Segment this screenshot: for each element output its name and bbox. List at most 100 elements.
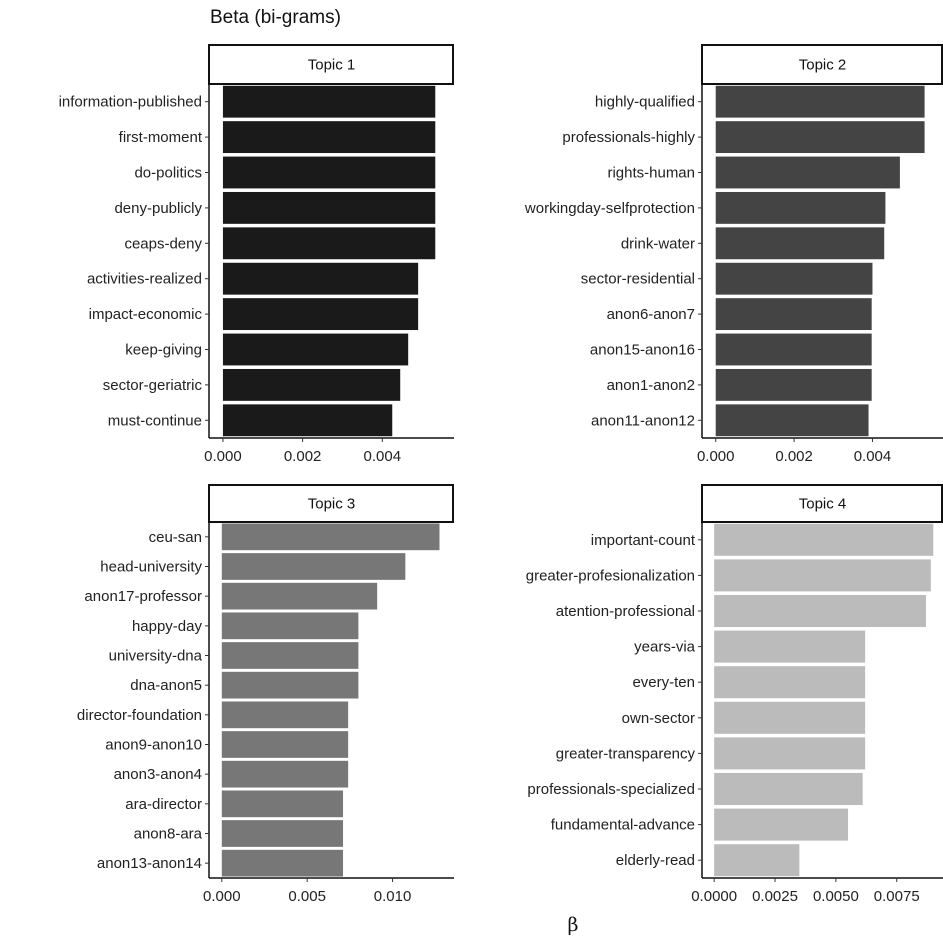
category-label: ara-director [125, 796, 202, 813]
bar [714, 594, 926, 628]
category-label: head-university [100, 559, 202, 576]
bar [222, 333, 409, 366]
category-label: anon8-ara [134, 826, 203, 843]
x-tick-label: 0.000 [204, 448, 242, 465]
category-label: professionals-highly [562, 129, 695, 146]
bar [222, 121, 436, 154]
category-label: drink-water [621, 235, 695, 252]
bar [714, 737, 866, 770]
x-tick-label: 0.0025 [752, 888, 798, 905]
x-tick-label: 0.004 [364, 448, 402, 465]
bar [221, 790, 344, 818]
bar [221, 523, 440, 551]
category-label: anon3-anon4 [114, 766, 202, 783]
panel-topic-2: Topic 2 highly-qualified professionals-hig… [524, 44, 943, 465]
category-label: must-continue [108, 412, 202, 429]
bar [221, 760, 349, 788]
category-label: director-foundation [77, 707, 202, 724]
bar [222, 156, 436, 189]
category-label: anon9-anon10 [105, 737, 202, 754]
category-label: every-ten [632, 674, 695, 691]
category-label: greater-profesionalization [526, 567, 695, 584]
category-label: anon11-anon12 [591, 412, 695, 429]
x-tick-label: 0.002 [284, 448, 322, 465]
bar [221, 642, 359, 669]
category-label: elderly-read [616, 852, 695, 869]
x-tick-label: 0.002 [775, 448, 813, 465]
category-label: information-published [59, 94, 202, 111]
strip-topic-3 [208, 484, 454, 523]
category-label: workingday-selfprotection [524, 200, 695, 217]
x-axis-title: β [568, 914, 579, 936]
category-label: atention-professional [556, 603, 695, 620]
x-tick-label: 0.005 [288, 888, 326, 905]
bar [715, 227, 885, 260]
panel-topic-4: Topic 4 important-count greater-profesiona… [526, 484, 943, 905]
category-label: anon13-anon14 [97, 855, 202, 872]
bar [222, 298, 419, 331]
x-tick-label: 0.000 [697, 448, 735, 465]
category-label: ceu-san [149, 529, 202, 546]
category-label: professionals-specialized [527, 781, 695, 798]
bar [222, 404, 393, 437]
category-label: impact-economic [89, 306, 203, 323]
facet-panels: Topic 1 information-published first-moment… [59, 44, 943, 905]
category-label: ceaps-deny [124, 235, 202, 252]
x-tick-label: 0.0050 [813, 888, 859, 905]
bar [222, 85, 436, 118]
category-label: greater-transparency [556, 745, 696, 762]
bar [714, 772, 863, 806]
category-label: sector-geriatric [103, 377, 203, 394]
bar [715, 333, 872, 366]
bar [221, 612, 359, 640]
bar [222, 191, 436, 224]
category-label: keep-giving [125, 342, 202, 359]
bar [714, 559, 931, 592]
strip-label: Topic 4 [799, 496, 847, 513]
bar [714, 701, 866, 734]
category-label: activities-realized [87, 271, 202, 288]
bar [714, 808, 849, 841]
category-label: first-moment [119, 129, 203, 146]
strip-label: Topic 3 [308, 496, 356, 513]
bar [715, 298, 872, 331]
category-label: anon17-professor [84, 588, 202, 605]
bar [221, 701, 349, 729]
bar [221, 671, 359, 699]
bar [715, 404, 869, 437]
chart-title: Beta (bi-grams) [210, 7, 341, 28]
bar [221, 731, 349, 758]
bar [714, 666, 866, 699]
x-tick-label: 0.000 [203, 888, 241, 905]
panel-topic-1: Topic 1 information-published first-moment… [59, 44, 454, 465]
bar [222, 368, 401, 401]
bar [715, 262, 873, 295]
x-tick-label: 0.0000 [691, 888, 737, 905]
category-label: years-via [634, 639, 696, 656]
category-label: anon15-anon16 [590, 342, 695, 359]
x-tick-label: 0.004 [854, 448, 892, 465]
category-label: highly-qualified [595, 94, 695, 111]
category-label: deny-publicly [114, 200, 202, 217]
category-label: do-politics [134, 165, 202, 182]
category-label: rights-human [607, 165, 695, 182]
bar [714, 630, 866, 663]
strip-topic-1 [208, 44, 454, 85]
category-label: anon6-anon7 [607, 306, 695, 323]
category-label: own-sector [622, 710, 695, 727]
category-label: fundamental-advance [551, 817, 695, 834]
bar [221, 849, 344, 877]
bar [714, 844, 800, 877]
category-label: anon1-anon2 [607, 377, 695, 394]
bar [715, 156, 900, 189]
category-label: sector-residential [581, 271, 695, 288]
panel-topic-3: Topic 3 ceu-san head-university anon17-prof… [77, 484, 454, 905]
category-label: happy-day [132, 618, 203, 635]
strip-label: Topic 1 [308, 57, 356, 74]
bar [221, 553, 406, 580]
bar [221, 582, 378, 610]
bar [221, 820, 344, 847]
bar [222, 262, 419, 295]
strip-topic-4 [701, 484, 943, 523]
